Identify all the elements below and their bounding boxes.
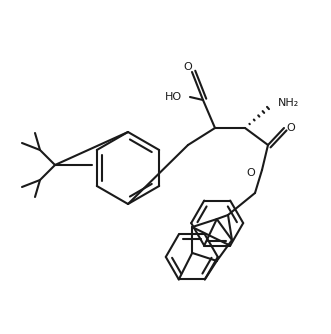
Text: HO: HO	[165, 92, 182, 102]
Text: O: O	[246, 168, 255, 178]
Text: NH₂: NH₂	[278, 98, 299, 108]
Text: O: O	[184, 62, 192, 72]
Text: O: O	[287, 123, 295, 133]
